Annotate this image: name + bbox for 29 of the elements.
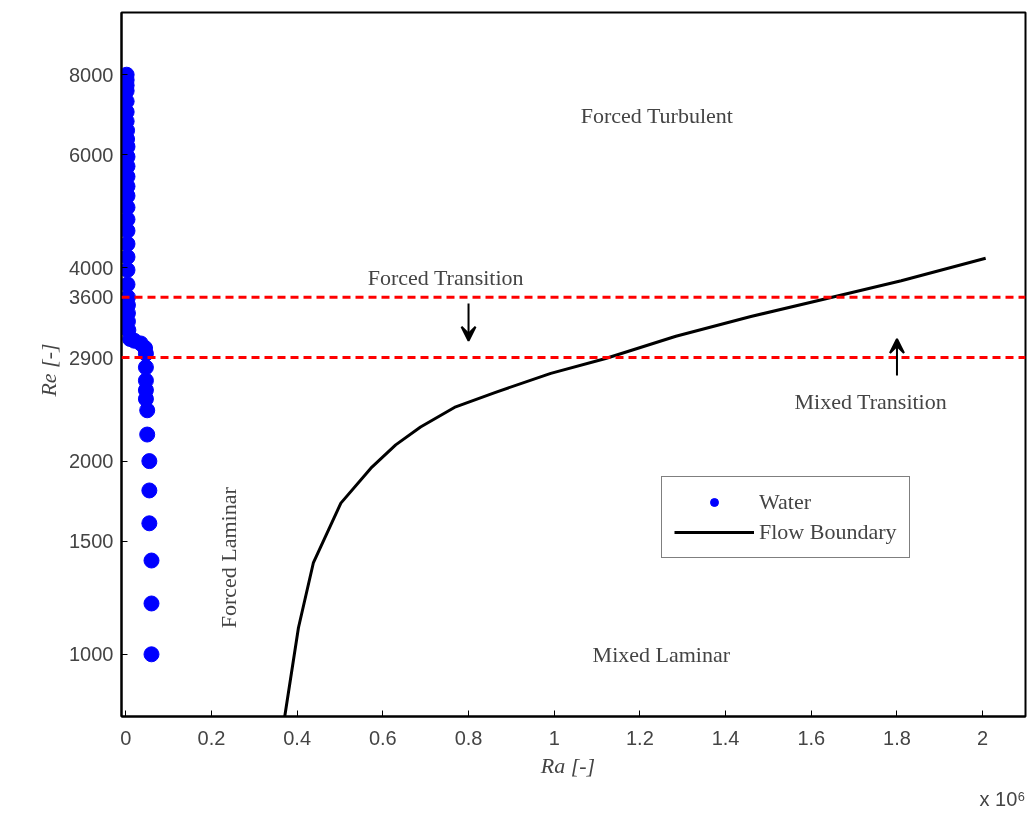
x-tick-label: 1.8: [883, 726, 911, 749]
y-tick-label: 1500: [69, 530, 114, 553]
x-tick-label: 0.2: [197, 726, 226, 749]
x-tick-label: 0.4: [283, 726, 312, 749]
x-tick-label: 1.2: [626, 726, 654, 749]
y-tick-label: 3600: [69, 286, 114, 309]
x-tick-label: 0: [120, 726, 132, 749]
annotation: Forced Turbulent: [580, 103, 733, 129]
y-tick-label: 6000: [69, 143, 114, 166]
annotation: Forced Transition: [367, 265, 524, 291]
y-tick-label: 1000: [69, 643, 114, 666]
y-tick-label: 2900: [69, 346, 114, 369]
legend-label: Flow Boundary: [759, 519, 897, 545]
annotation: Forced Laminar: [216, 486, 242, 629]
legend-label: Water: [759, 489, 811, 515]
text: x 10⁶: [979, 787, 1026, 810]
x-tick-label: 0.6: [368, 726, 397, 749]
x-tick-label: 1: [548, 726, 560, 749]
y-tick-label: 2000: [69, 450, 114, 473]
y-tick-label: 8000: [69, 63, 114, 86]
x-axis-title: Ra [-]: [539, 752, 596, 778]
x-tick-label: 1.6: [797, 726, 826, 749]
x-tick-label: 2: [977, 726, 989, 749]
y-axis-title: Re [-]: [36, 343, 62, 398]
y-tick-label: 4000: [69, 256, 114, 279]
annotation: Mixed Transition: [794, 388, 947, 414]
x-tick-label: 1.4: [711, 726, 740, 749]
x-tick-label: 0.8: [454, 726, 483, 749]
annotation: Mixed Laminar: [592, 641, 731, 667]
